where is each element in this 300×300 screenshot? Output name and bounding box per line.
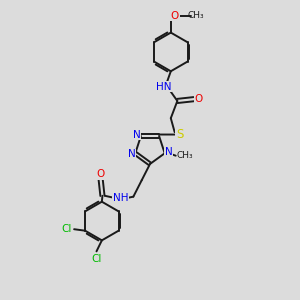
Text: Cl: Cl bbox=[61, 224, 72, 234]
Text: S: S bbox=[176, 128, 183, 141]
Text: CH₃: CH₃ bbox=[188, 11, 204, 20]
Text: CH₃: CH₃ bbox=[176, 151, 193, 160]
Text: N: N bbox=[165, 147, 172, 157]
Text: N: N bbox=[133, 130, 141, 140]
Text: Cl: Cl bbox=[91, 254, 102, 264]
Text: O: O bbox=[171, 11, 179, 21]
Text: O: O bbox=[195, 94, 203, 104]
Text: O: O bbox=[96, 169, 104, 179]
Text: NH: NH bbox=[112, 193, 128, 203]
Text: N: N bbox=[128, 149, 135, 160]
Text: HN: HN bbox=[156, 82, 172, 92]
